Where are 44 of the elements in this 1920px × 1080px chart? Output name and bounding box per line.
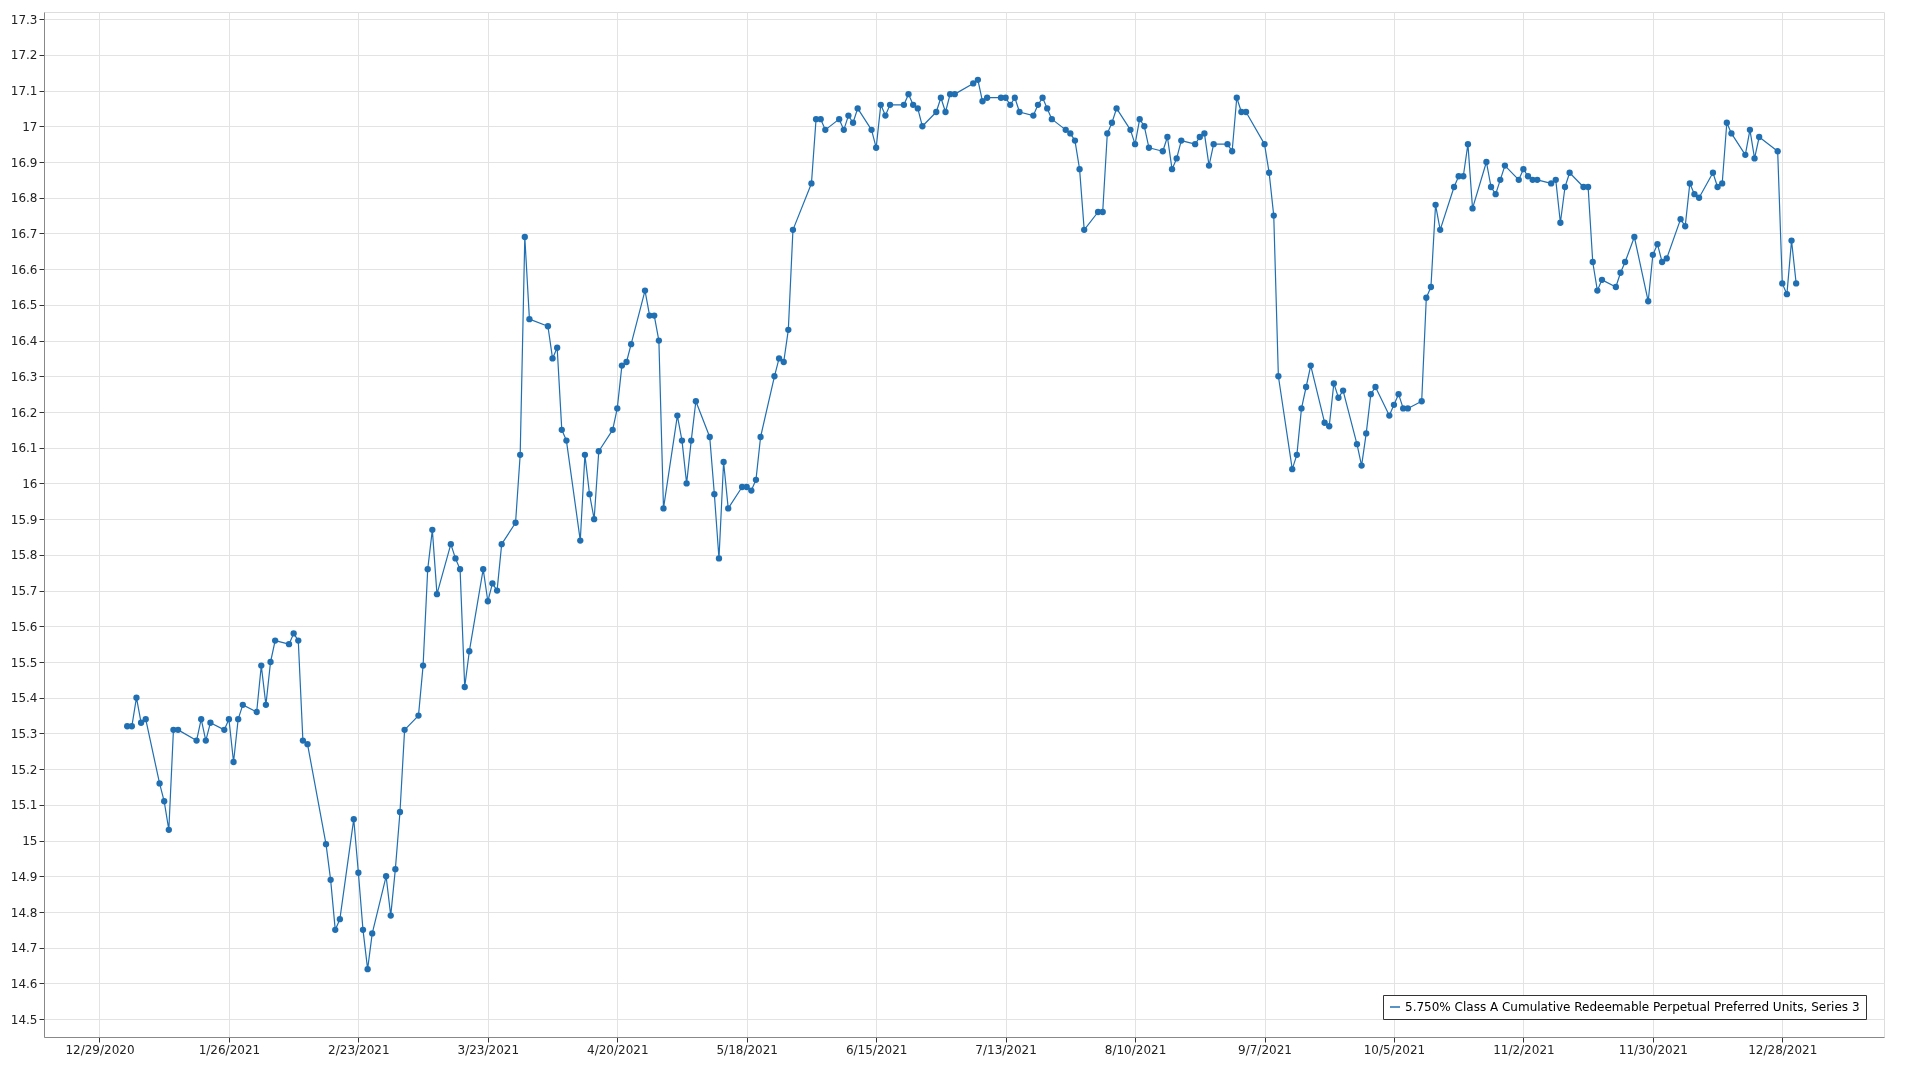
x-tick-label: 4/20/2021 (587, 1042, 649, 1057)
y-tick-label: 16.4 (10, 334, 38, 349)
y-tick-label: 15.7 (10, 584, 38, 599)
y-tick-label: 15.6 (10, 619, 38, 634)
x-tick-label: 12/28/2021 (1748, 1042, 1818, 1057)
legend-label: 5.750% Class A Cumulative Redeemable Perpetual Preferred Units, Series 3 (1405, 1000, 1860, 1014)
x-tick-label: 12/29/2020 (65, 1042, 135, 1057)
x-tick-label: 6/15/2021 (845, 1042, 908, 1057)
x-tick-label: 8/10/2021 (1104, 1042, 1167, 1057)
y-tick-label: 15 (22, 834, 38, 849)
y-tick-label: 15.9 (10, 512, 38, 527)
x-tick-label: 1/26/2021 (198, 1042, 261, 1057)
y-tick-label: 17.3 (10, 12, 38, 27)
y-tick-label: 16.2 (10, 405, 38, 420)
y-tick-label: 17 (22, 119, 38, 134)
x-tick-label: 10/5/2021 (1363, 1042, 1426, 1057)
y-tick-label: 15.3 (10, 726, 38, 741)
y-tick-label: 16.3 (10, 369, 38, 384)
x-tick-label: 7/13/2021 (975, 1042, 1037, 1057)
y-tick-label: 15.5 (10, 655, 38, 670)
y-tick-label: 16.5 (10, 298, 38, 313)
x-tick-label: 3/23/2021 (457, 1042, 520, 1057)
x-tick-label: 11/30/2021 (1618, 1042, 1688, 1057)
y-tick-label: 15.4 (10, 691, 38, 706)
y-tick-label: 16.6 (10, 262, 38, 277)
x-tick-label: 11/2/2021 (1493, 1042, 1555, 1057)
y-tick-label: 14.8 (10, 905, 38, 920)
y-tick-label: 15.8 (10, 548, 38, 563)
y-tick-label: 14.9 (10, 869, 38, 884)
x-tick-label: 9/7/2021 (1238, 1042, 1292, 1057)
x-tick-label: 5/18/2021 (716, 1042, 778, 1057)
y-tick-label: 16.8 (10, 191, 38, 206)
y-tick-label: 14.6 (10, 976, 38, 991)
y-tick-label: 15.2 (10, 762, 38, 777)
x-tick-label: 2/23/2021 (328, 1042, 390, 1057)
y-tick-label: 16 (22, 476, 38, 491)
y-tick-label: 16.9 (10, 155, 38, 170)
y-tick-label: 15.1 (10, 798, 38, 813)
y-tick-label: 14.5 (10, 1012, 38, 1027)
y-tick-label: 14.7 (10, 941, 38, 956)
y-tick-label: 16.7 (10, 226, 38, 241)
y-tick-label: 17.1 (10, 84, 38, 99)
y-tick-label: 16.1 (10, 441, 38, 456)
y-tick-label: 17.2 (10, 48, 38, 63)
